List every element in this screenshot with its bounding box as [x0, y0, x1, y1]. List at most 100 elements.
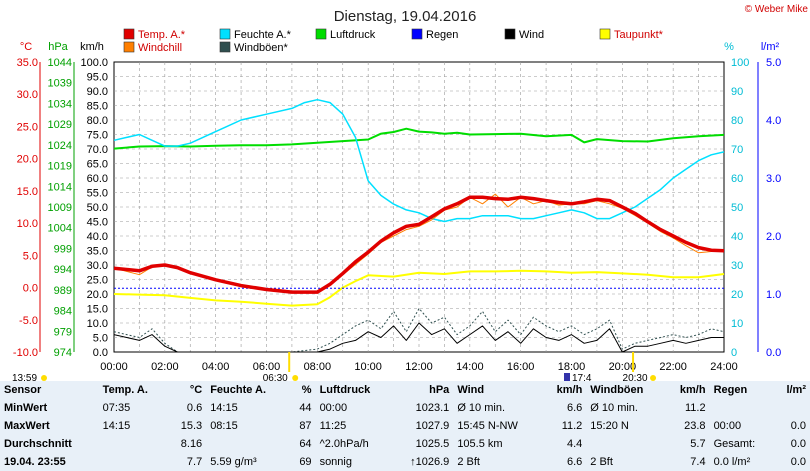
wind-tick-label: 30.0 [87, 260, 108, 272]
legend-label: Wind [519, 29, 544, 41]
pressure-tick-label: 999 [54, 243, 72, 255]
table-row: Durchschnitt 8.16 64 ^2.0hPa/h 1025.5 105.5 k… [0, 435, 810, 453]
table-cell: Durchschnitt [4, 437, 72, 450]
pressure-tick-label: 1004 [48, 223, 72, 235]
table-cell: Ø 10 min. [590, 401, 638, 414]
rain-tick-label: 4.0 [766, 115, 781, 127]
table-cell: 6.6 [567, 455, 583, 468]
pressure-tick-label: 974 [54, 347, 72, 359]
x-tick-label: 06:00 [253, 361, 281, 373]
wind-tick-label: 75.0 [87, 130, 108, 142]
wind-tick-label: 20.0 [87, 289, 108, 301]
rain-tick-label: 0.0 [766, 347, 781, 359]
table-cell: Regen [713, 383, 748, 396]
series-line-windben [113, 308, 725, 353]
table-cell: Feuchte A. [210, 383, 267, 396]
legend-swatch [504, 28, 516, 40]
temp-tick-label: 20.0 [17, 154, 38, 166]
table-cell: 11:25 [319, 419, 347, 432]
humidity-tick-label: 0 [731, 347, 737, 359]
temp-tick-label: -10.0 [13, 347, 38, 359]
table-cell: 14:15 [102, 419, 131, 432]
table-cell: 105.5 km [457, 437, 503, 450]
legend-label: Temp. A.* [138, 29, 186, 41]
marker-label: 17:4 [572, 373, 592, 381]
pressure-tick-label: 1029 [48, 119, 72, 131]
sunset-sun-icon [650, 375, 657, 381]
table-cell: Luftdruck [319, 383, 371, 396]
temp-tick-label: 25.0 [17, 121, 38, 133]
wind-tick-label: 65.0 [87, 159, 108, 171]
table-row: 19.04. 23:55 7.7 5.59 g/m³ 69 sonnig ↑1026.9 2… [0, 453, 810, 471]
table-cell: 2 Bft [457, 455, 480, 468]
pressure-tick-label: 1039 [48, 78, 72, 90]
table-cell [99, 435, 168, 453]
pressure-tick-label: 1024 [48, 140, 72, 152]
table-cell: 0.0 [790, 437, 806, 450]
sunrise-label: 06:30 [263, 373, 288, 381]
x-tick-label: 20:00 [609, 361, 637, 373]
table-cell: Wind [457, 383, 485, 396]
table-cell: 0.0 [790, 419, 806, 432]
rain-tick-label: 1.0 [766, 289, 781, 301]
series-line-tempa [113, 195, 725, 294]
x-tick-label: 00:00 [100, 361, 128, 373]
wind-tick-label: 35.0 [87, 246, 108, 258]
pressure-tick-label: 1034 [48, 98, 72, 110]
pressure-tick-label: 994 [54, 264, 72, 276]
moon-phase-icon [564, 373, 570, 381]
humidity-tick-label: 20 [731, 289, 743, 301]
pressure-tick-label: 984 [54, 306, 72, 318]
pressure-tick-label: 1009 [48, 202, 72, 214]
humidity-tick-label: 80 [731, 115, 743, 127]
wind-tick-label: 5.0 [93, 333, 108, 345]
table-cell: 15:20 N [590, 419, 629, 432]
table-cell: % [301, 383, 312, 396]
legend-swatch [123, 28, 135, 40]
table-cell: 44 [299, 401, 312, 414]
axis-unit-humidity: % [724, 41, 734, 53]
humidity-tick-label: 50 [731, 202, 743, 214]
sunrise-sun-icon [292, 375, 299, 381]
table-header-row: Sensor Temp. A. °C Feuchte A.% Luftdruck hPa W… [0, 381, 810, 399]
table-cell: 11.2 [684, 401, 706, 414]
table-cell: 07:35 [102, 401, 131, 414]
table-cell: 87 [299, 419, 312, 432]
legend-swatch [219, 28, 231, 40]
wind-tick-label: 40.0 [87, 231, 108, 243]
table-cell: 69 [299, 455, 312, 468]
humidity-tick-label: 60 [731, 173, 743, 185]
table-cell: 7.4 [690, 455, 706, 468]
legend-swatch [315, 28, 327, 40]
table-cell: 6.6 [567, 401, 583, 414]
table-cell: ↑1026.9 [410, 455, 450, 468]
pressure-tick-label: 1044 [48, 57, 72, 69]
stats-table: Sensor Temp. A. °C Feuchte A.% Luftdruck hPa W… [0, 381, 810, 471]
table-cell: Temp. A. [102, 383, 148, 396]
table-cell: MinWert [4, 401, 48, 414]
legend-swatch [219, 41, 231, 53]
table-cell: hPa [429, 383, 450, 396]
humidity-tick-label: 40 [731, 231, 743, 243]
wind-tick-label: 25.0 [87, 275, 108, 287]
table-cell: 1025.5 [415, 437, 450, 450]
table-cell: Gesamt: [713, 437, 756, 450]
series-line-wind [113, 322, 724, 353]
temp-tick-label: 30.0 [17, 89, 38, 101]
x-tick-label: 16:00 [507, 361, 535, 373]
table-cell: 15:45 N-NW [457, 419, 518, 432]
copyright-text: © Weber Mike [745, 4, 809, 15]
table-cell: 08:15 [210, 419, 238, 432]
table-cell [710, 399, 775, 417]
wind-tick-label: 100.0 [80, 57, 108, 69]
table-cell: km/h [679, 383, 706, 396]
axis-unit-temp: °C [20, 41, 32, 53]
x-tick-label: 18:00 [558, 361, 586, 373]
wind-tick-label: 50.0 [87, 202, 108, 214]
x-tick-label: 08:00 [304, 361, 332, 373]
table-row: MinWert 07:35 0.6 14:15 44 00:00 1023.1 Ø 10 mi… [0, 399, 810, 417]
table-cell: 64 [299, 437, 312, 450]
table-cell [99, 453, 168, 471]
x-tick-label: 22:00 [659, 361, 687, 373]
table-cell: 0.6 [186, 401, 203, 414]
